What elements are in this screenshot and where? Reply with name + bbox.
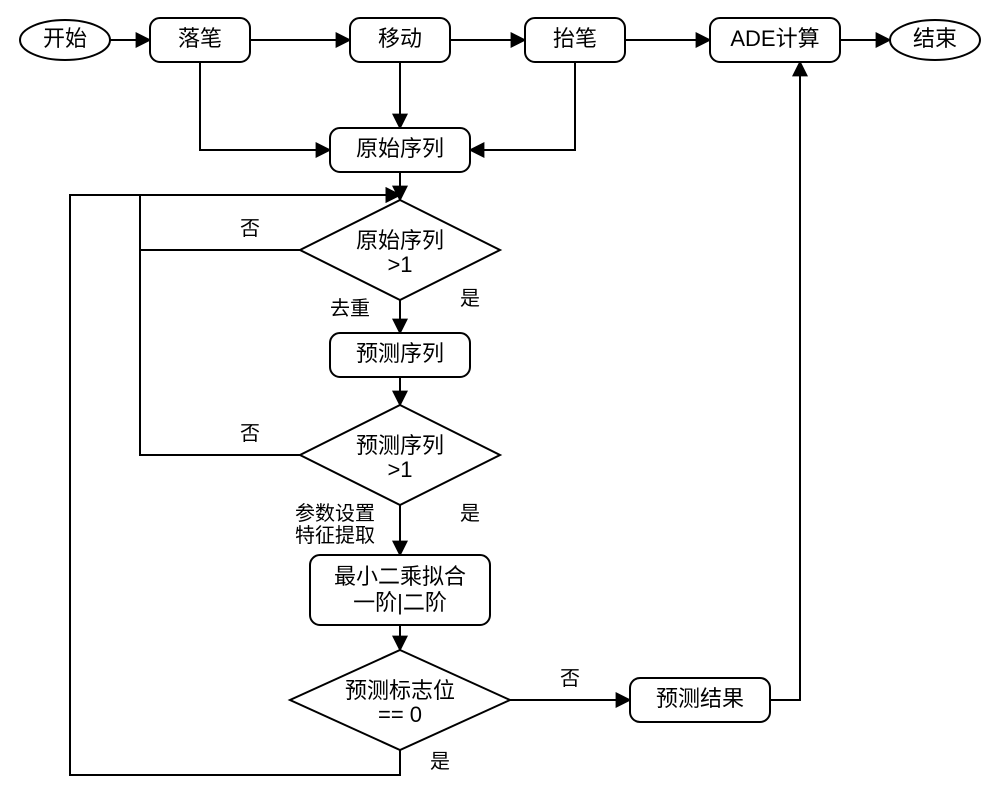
svg-text:否: 否 xyxy=(560,668,580,690)
svg-text:最小二乘拟合: 最小二乘拟合 xyxy=(334,564,466,589)
svg-text:特征提取: 特征提取 xyxy=(295,524,375,547)
svg-text:预测序列: 预测序列 xyxy=(356,433,444,458)
svg-text:原始序列: 原始序列 xyxy=(356,228,444,253)
svg-text:预测标志位: 预测标志位 xyxy=(345,678,455,703)
flowchart-canvas: 开始落笔移动抬笔ADE计算结束原始序列原始序列>1预测序列预测序列>1最小二乘拟… xyxy=(0,0,1000,794)
svg-text:移动: 移动 xyxy=(378,26,422,51)
edge-pen_up-orig_seq xyxy=(470,62,575,150)
edge-d2-orig_seq xyxy=(140,195,300,455)
svg-text:是: 是 xyxy=(430,751,450,773)
svg-text:去重: 去重 xyxy=(330,297,370,320)
svg-text:否: 否 xyxy=(240,218,260,240)
svg-text:是: 是 xyxy=(460,288,480,310)
svg-text:开始: 开始 xyxy=(43,26,87,51)
svg-text:参数设置: 参数设置 xyxy=(295,502,375,525)
svg-text:原始序列: 原始序列 xyxy=(356,136,444,161)
svg-text:一阶|二阶: 一阶|二阶 xyxy=(353,590,447,615)
svg-text:ADE计算: ADE计算 xyxy=(730,26,819,51)
svg-text:抬笔: 抬笔 xyxy=(553,26,597,51)
svg-text:预测序列: 预测序列 xyxy=(356,341,444,366)
svg-text:>1: >1 xyxy=(387,252,412,277)
svg-text:落笔: 落笔 xyxy=(178,26,222,51)
svg-text:否: 否 xyxy=(240,423,260,445)
svg-text:结束: 结束 xyxy=(913,26,957,51)
svg-text:>1: >1 xyxy=(387,457,412,482)
svg-text:== 0: == 0 xyxy=(378,702,422,727)
svg-text:是: 是 xyxy=(460,503,480,525)
edge-pred_res-ade_calc xyxy=(770,62,800,700)
edge-pen_down-orig_seq xyxy=(200,62,330,150)
svg-text:预测结果: 预测结果 xyxy=(656,686,744,711)
